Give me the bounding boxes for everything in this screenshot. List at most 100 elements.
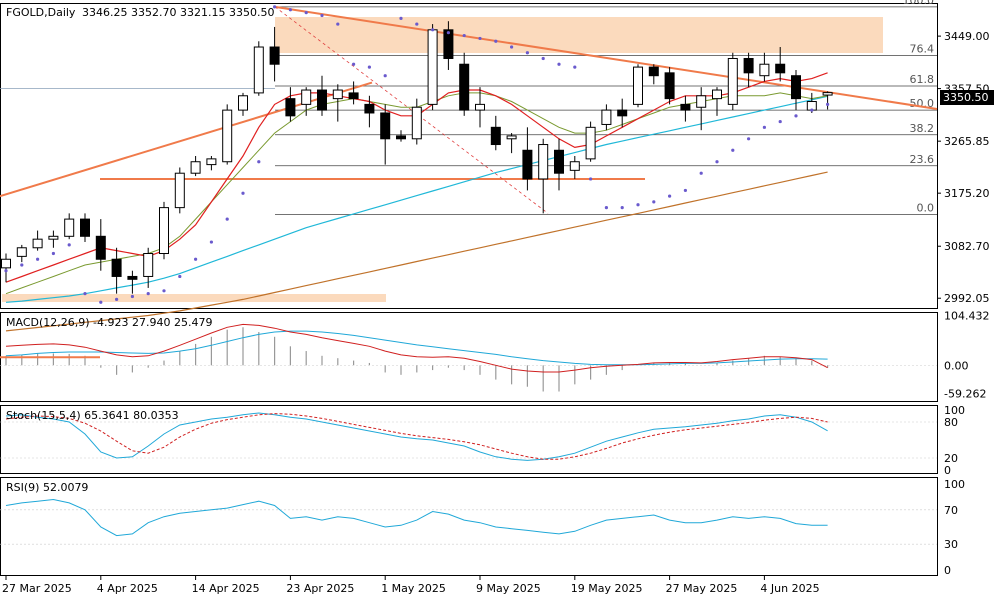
candle-body — [712, 89, 722, 100]
candle-body — [32, 238, 43, 249]
sar-dot — [241, 191, 245, 195]
candle-body — [696, 95, 707, 108]
sar-dot — [747, 137, 751, 141]
rsi-tick-label: 0 — [944, 564, 951, 577]
candle-body — [664, 72, 675, 100]
stoch-tick-label: 20 — [944, 452, 958, 465]
fib-level-label: 38.2 — [910, 122, 935, 135]
stoch-tick-label: 0 — [944, 464, 951, 477]
candle-body — [775, 63, 786, 74]
sar-dot — [589, 177, 593, 181]
date-tick-label: 27 May 2025 — [666, 582, 738, 595]
price-tick-label: 3449.00 — [944, 30, 990, 43]
macd-tick-label: -59.262 — [944, 388, 986, 401]
candle-body — [759, 63, 770, 77]
candle-body — [206, 158, 217, 166]
stoch-k-line — [5, 412, 828, 461]
fib-level-label: 76.4 — [910, 43, 935, 56]
sar-dot — [762, 125, 767, 129]
candle-body — [822, 92, 833, 96]
sar-dot — [604, 206, 609, 210]
stoch-d-line — [5, 413, 828, 460]
sar-dot — [209, 240, 213, 244]
price-tick-label: 2992.05 — [944, 292, 990, 305]
sar-dot — [130, 294, 134, 299]
sar-dot — [794, 114, 798, 118]
sar-dot — [99, 300, 103, 304]
rsi-tick-label: 100 — [944, 478, 965, 491]
sar-dot — [415, 22, 419, 26]
sar-dot — [304, 11, 308, 15]
candle-body — [538, 144, 549, 180]
candle-body — [174, 172, 185, 209]
sar-dot — [525, 51, 530, 55]
fib-level-label: 100.0 — [903, 0, 935, 7]
candle-body — [238, 95, 248, 111]
candle-body — [490, 126, 501, 146]
sar-dot — [431, 28, 435, 32]
sar-dot — [557, 62, 561, 66]
rsi-line — [5, 498, 828, 537]
sar-dot — [699, 171, 703, 175]
candle-body — [443, 29, 454, 59]
macd-signal-line — [5, 330, 828, 366]
date-tick-label: 19 May 2025 — [571, 582, 643, 595]
candle-body — [95, 235, 106, 260]
stoch-tick-label: 80 — [944, 416, 958, 429]
sar-dot — [573, 65, 577, 69]
candle-body — [427, 29, 438, 105]
last-price-label: 3350.50 — [943, 91, 989, 104]
sar-dot — [336, 22, 340, 26]
sar-dot — [146, 292, 150, 296]
candle-body — [111, 258, 122, 277]
date-tick-label: 14 Apr 2025 — [192, 582, 260, 595]
sar-dot — [352, 62, 356, 66]
ma-long-line — [5, 171, 828, 332]
candle-body — [601, 109, 612, 125]
candle-body — [222, 109, 233, 163]
candle-body — [475, 103, 485, 111]
sar-dot — [178, 274, 182, 279]
sar-dot — [4, 269, 8, 273]
candle-body — [459, 63, 470, 111]
sar-dot — [383, 74, 387, 78]
price-tick-label: 3265.85 — [944, 135, 990, 148]
date-tick-label: 4 Jun 2025 — [760, 582, 819, 595]
candle-body — [396, 135, 406, 140]
sar-dot — [462, 33, 466, 38]
sar-dot — [715, 160, 719, 164]
sar-dot — [257, 160, 261, 164]
candle-body — [633, 66, 643, 105]
fib-level-label: 23.6 — [910, 153, 935, 166]
sar-dot — [778, 119, 782, 124]
candle-body — [301, 89, 312, 105]
candle-body — [585, 126, 596, 160]
candle-body — [159, 207, 169, 255]
candle-body — [380, 112, 391, 140]
sar-dot — [494, 39, 498, 43]
date-tick-label: 1 May 2025 — [381, 582, 446, 595]
date-tick-label: 4 Apr 2025 — [97, 582, 158, 595]
sar-dot — [510, 45, 514, 49]
last-price-tag — [940, 90, 994, 105]
candle-body — [680, 103, 691, 111]
candle-body — [143, 253, 154, 277]
resistance-zone — [275, 17, 883, 53]
date-tick-label: 9 May 2025 — [476, 582, 541, 595]
sar-dot — [273, 5, 277, 9]
rsi-label: RSI(9) 52.0079 — [6, 481, 88, 494]
chart-title: FGOLD,Daily — [6, 6, 76, 19]
main-panel-frame — [0, 3, 938, 309]
sar-dot — [115, 297, 119, 301]
sar-dot — [367, 65, 371, 69]
candle-body — [48, 235, 59, 240]
sar-dot — [320, 13, 324, 18]
macd-label: MACD(12,26,9) -4.923 27.940 25.479 — [6, 316, 212, 329]
sar-dot — [194, 257, 198, 261]
sar-dot — [636, 203, 640, 207]
sar-dot — [399, 16, 403, 20]
sar-dot — [446, 31, 450, 35]
sar-dot — [162, 289, 166, 293]
candle-body — [522, 149, 533, 180]
candle-body — [80, 218, 90, 237]
